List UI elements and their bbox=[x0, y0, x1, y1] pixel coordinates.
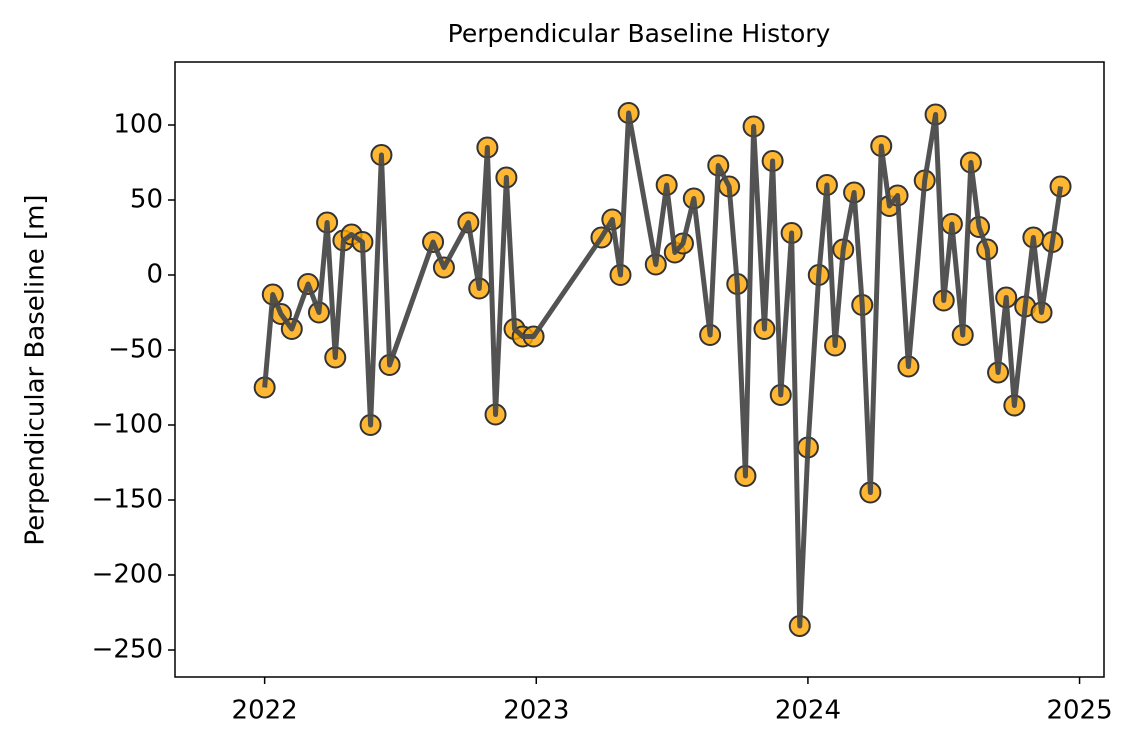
x-tick-label: 2025 bbox=[1046, 696, 1112, 726]
chart-title: Perpendicular Baseline History bbox=[448, 19, 831, 48]
y-tick-label: 100 bbox=[113, 110, 163, 140]
x-tick-label: 2024 bbox=[775, 696, 841, 726]
x-tick-label: 2023 bbox=[503, 696, 569, 726]
y-tick-label: 0 bbox=[146, 260, 163, 290]
y-tick-label: 50 bbox=[130, 185, 163, 215]
y-tick-label: −50 bbox=[108, 335, 163, 365]
y-tick-label: −200 bbox=[92, 560, 163, 590]
x-tick-label: 2022 bbox=[232, 696, 298, 726]
y-tick-label: −150 bbox=[92, 485, 163, 515]
plot-frame bbox=[174, 61, 1105, 678]
series-line bbox=[262, 110, 1064, 629]
y-tick-label: −250 bbox=[92, 635, 163, 665]
y-tick-label: −100 bbox=[92, 410, 163, 440]
y-axis-label: Perpendicular Baseline [m] bbox=[21, 194, 51, 545]
